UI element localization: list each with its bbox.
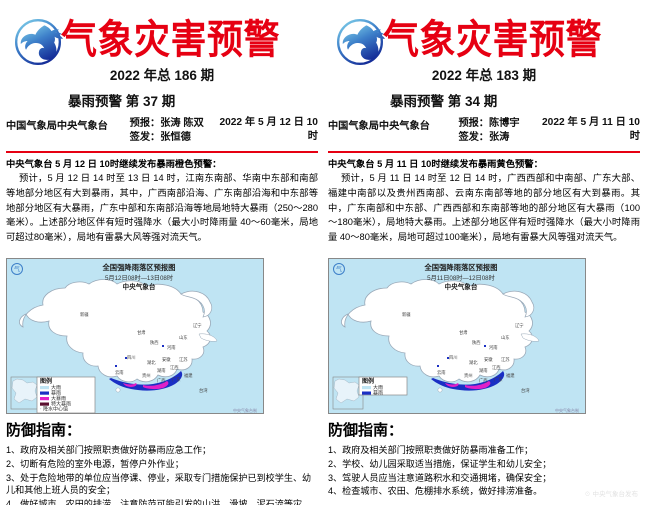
svg-text:辽宁: 辽宁	[193, 322, 202, 329]
svg-text:江苏: 江苏	[501, 356, 510, 363]
svg-text:中央气象台: 中央气象台	[123, 282, 156, 291]
svg-text:广东: 广东	[494, 376, 503, 383]
svg-text:四川: 四川	[449, 355, 458, 360]
svg-text:广东: 广东	[172, 376, 181, 383]
svg-text:河南: 河南	[489, 344, 498, 350]
svg-text:暴雨: 暴雨	[373, 389, 383, 396]
svg-text:云南: 云南	[115, 369, 124, 376]
svg-text:陕西: 陕西	[150, 339, 159, 346]
svg-text:湖南: 湖南	[479, 367, 488, 374]
svg-text:湖北: 湖北	[469, 359, 478, 366]
svg-text:5月11日08时—12日08时: 5月11日08时—12日08时	[427, 274, 495, 282]
svg-text:江西: 江西	[492, 364, 501, 371]
svg-text:图例: 图例	[40, 377, 52, 385]
svg-text:河南: 河南	[167, 344, 176, 350]
svg-text:辽宁: 辽宁	[515, 322, 524, 329]
svg-text:山东: 山东	[501, 334, 510, 341]
svg-text:5月12日08时—13日08时: 5月12日08时—13日08时	[105, 274, 173, 282]
svg-text:四川: 四川	[127, 355, 136, 360]
svg-text:· 降水中心值: · 降水中心值	[40, 405, 68, 412]
svg-text:台湾: 台湾	[521, 387, 530, 394]
svg-text:江西: 江西	[170, 364, 179, 371]
svg-text:福建: 福建	[184, 372, 193, 379]
svg-text:甘肃: 甘肃	[459, 329, 468, 336]
svg-text:陕西: 陕西	[472, 339, 481, 346]
svg-text:图例: 图例	[362, 377, 374, 385]
svg-text:中央气象台制: 中央气象台制	[233, 407, 257, 413]
svg-text:甘肃: 甘肃	[137, 329, 146, 336]
svg-text:江苏: 江苏	[179, 356, 188, 363]
svg-text:贵州: 贵州	[142, 372, 151, 379]
svg-text:贵州: 贵州	[464, 372, 473, 379]
svg-text:云南: 云南	[437, 369, 446, 376]
svg-text:湖北: 湖北	[147, 359, 156, 366]
svg-text:山东: 山东	[179, 334, 188, 341]
svg-text:中央气象台: 中央气象台	[445, 282, 478, 291]
svg-text:中央气象台制: 中央气象台制	[555, 407, 579, 413]
svg-text:新疆: 新疆	[80, 311, 89, 318]
svg-text:气: 气	[336, 265, 342, 273]
svg-text:安徽: 安徽	[484, 356, 493, 363]
svg-text:气: 气	[14, 265, 20, 273]
svg-text:安徽: 安徽	[162, 356, 171, 363]
svg-text:新疆: 新疆	[402, 311, 411, 318]
svg-text:全国强降雨落区预报图: 全国强降雨落区预报图	[424, 263, 498, 272]
svg-text:全国强降雨落区预报图: 全国强降雨落区预报图	[102, 263, 176, 272]
svg-text:福建: 福建	[506, 372, 515, 379]
svg-text:台湾: 台湾	[199, 387, 208, 394]
svg-text:广西: 广西	[157, 377, 166, 384]
svg-text:广西: 广西	[479, 377, 488, 384]
svg-text:湖南: 湖南	[157, 367, 166, 374]
